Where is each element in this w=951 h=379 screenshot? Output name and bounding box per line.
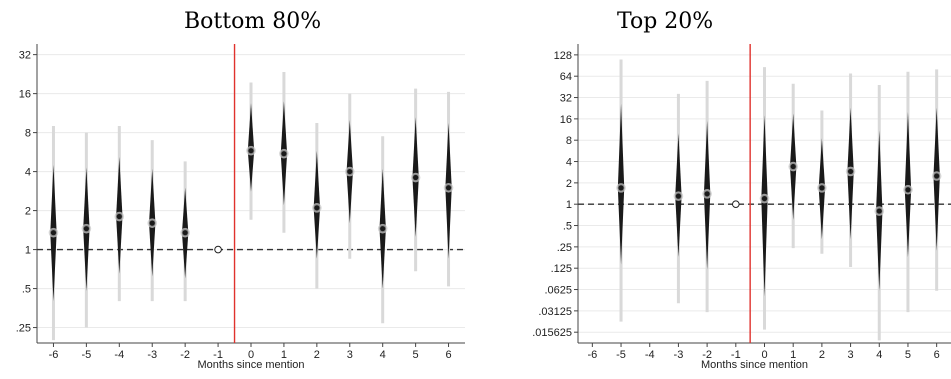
x-tick-label: -5 <box>616 349 626 361</box>
y-tick-label: 8 <box>25 128 31 140</box>
y-tick-label: 64 <box>560 71 572 83</box>
y-tick-label: 4 <box>25 167 31 179</box>
panel-bottom-80: Bottom 80% .25 .5 1 2 4 8 16 32 -6 -5 -4 -3 -2 -1 0 1 2 3 4… <box>16 9 465 371</box>
omitted-point <box>732 200 740 208</box>
point-estimate <box>875 207 883 215</box>
x-tick-label: -4 <box>114 349 124 361</box>
point-estimate <box>148 219 156 227</box>
x-tick-label: 1 <box>790 349 796 361</box>
ci-inner <box>761 115 768 297</box>
y-tick-label: 1 <box>25 245 31 257</box>
point-estimate <box>703 190 711 198</box>
point-estimate <box>412 174 420 181</box>
x-tick-label: 3 <box>848 349 854 361</box>
y-tick-label: .015625 <box>532 327 572 339</box>
x-tick-label: -5 <box>81 349 91 361</box>
point-estimate <box>789 163 797 170</box>
point-estimate <box>761 195 768 202</box>
y-tick-label: 32 <box>19 50 31 62</box>
y-tick-label: 32 <box>560 93 572 105</box>
y-tick-label: 8 <box>566 135 572 147</box>
point-estimate <box>115 213 123 220</box>
x-tick-label: 3 <box>347 349 353 361</box>
panel-title: Bottom 80% <box>184 9 321 34</box>
x-tick-label: 6 <box>445 349 451 361</box>
y-tick-label: .25 <box>16 323 31 335</box>
x-tick-label: -4 <box>645 349 655 361</box>
x-axis-label: Months since mention <box>198 359 305 371</box>
x-tick-label: 1 <box>281 349 287 361</box>
x-tick-label: -2 <box>180 349 190 361</box>
point-estimate <box>280 150 288 158</box>
point-estimate <box>50 229 57 237</box>
y-tick-label: 1 <box>566 199 572 211</box>
point-estimate <box>379 225 387 233</box>
point-estimate <box>181 229 189 237</box>
x-tick-label: -1 <box>213 349 223 361</box>
y-tick-label: .03125 <box>538 306 572 318</box>
point-estimate <box>847 168 854 175</box>
ci-inner <box>904 111 912 257</box>
point-estimate <box>445 184 452 192</box>
panel-title: Top 20% <box>617 9 713 34</box>
y-tick-label: 16 <box>560 114 572 126</box>
omitted-point <box>214 245 222 254</box>
y-tick-label: .125 <box>551 263 572 275</box>
point-estimate <box>904 186 912 194</box>
point-estimate <box>313 204 321 212</box>
y-tick-label: .25 <box>557 242 572 254</box>
x-tick-label: -3 <box>674 349 684 361</box>
point-estimate <box>675 192 682 200</box>
y-tick-label: .5 <box>563 221 572 233</box>
x-tick-label: -2 <box>702 349 712 361</box>
x-tick-label: 0 <box>248 349 254 361</box>
y-tick-label: 2 <box>566 178 572 190</box>
point-estimate <box>617 184 625 192</box>
panel-top-20: Top 20%.015625.03125.0625.125.25.5124816… <box>532 9 951 371</box>
x-tick-label: 4 <box>876 349 882 361</box>
point-estimate <box>933 172 941 180</box>
y-tick-label: .0625 <box>544 285 572 297</box>
x-tick-label: 6 <box>934 349 940 361</box>
point-estimate <box>346 168 354 175</box>
x-tick-label: 5 <box>413 349 419 361</box>
x-tick-label: -1 <box>731 349 741 361</box>
x-tick-label: 5 <box>905 349 911 361</box>
y-tick-label: .5 <box>22 284 31 296</box>
x-tick-label: 2 <box>819 349 825 361</box>
x-tick-label: 4 <box>380 349 386 361</box>
x-tick-label: -3 <box>147 349 157 361</box>
x-tick-label: 0 <box>761 349 767 361</box>
point-estimate <box>82 225 90 233</box>
y-tick-label: 4 <box>566 157 572 169</box>
point-estimate <box>818 184 826 192</box>
x-tick-label: -6 <box>49 349 59 361</box>
y-tick-label: 2 <box>25 206 31 218</box>
y-tick-label: 16 <box>19 89 31 101</box>
x-tick-label: 2 <box>314 349 320 361</box>
x-axis-label: Months since mention <box>701 359 808 371</box>
point-estimate <box>247 147 255 155</box>
y-tick-label: 128 <box>554 50 572 62</box>
x-tick-label: -6 <box>587 349 597 361</box>
